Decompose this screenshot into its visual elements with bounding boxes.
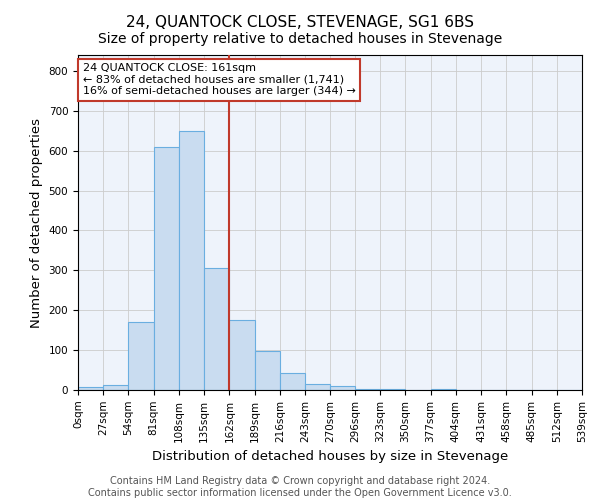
Text: 24 QUANTOCK CLOSE: 161sqm
← 83% of detached houses are smaller (1,741)
16% of se: 24 QUANTOCK CLOSE: 161sqm ← 83% of detac… [83, 63, 356, 96]
Bar [204, 268, 229, 390]
Bar [431, 389, 456, 390]
Bar [154, 146, 179, 390]
Bar [128, 322, 154, 390]
Text: 24, QUANTOCK CLOSE, STEVENAGE, SG1 6BS: 24, QUANTOCK CLOSE, STEVENAGE, SG1 6BS [126, 15, 474, 30]
Bar [229, 320, 255, 390]
Bar [103, 385, 128, 390]
X-axis label: Distribution of detached houses by size in Stevenage: Distribution of detached houses by size … [152, 450, 508, 463]
Y-axis label: Number of detached properties: Number of detached properties [30, 118, 43, 328]
Text: Contains HM Land Registry data © Crown copyright and database right 2024.
Contai: Contains HM Land Registry data © Crown c… [88, 476, 512, 498]
Bar [380, 389, 405, 390]
Text: Size of property relative to detached houses in Stevenage: Size of property relative to detached ho… [98, 32, 502, 46]
Bar [331, 386, 355, 390]
Bar [355, 389, 380, 390]
Bar [179, 131, 204, 390]
Bar [255, 351, 280, 390]
Bar [305, 384, 331, 390]
Bar [280, 373, 305, 390]
Bar [78, 387, 103, 390]
